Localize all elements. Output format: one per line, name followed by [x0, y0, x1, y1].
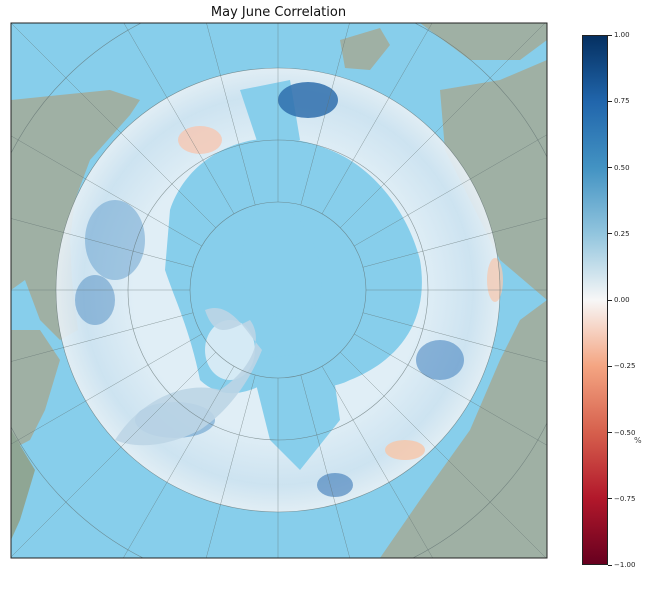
colorbar-tick: [608, 564, 612, 566]
colorbar-tick-label: −0.75: [614, 494, 636, 503]
colorbar-tick-label: 0.00: [614, 296, 630, 304]
meridian-line: [123, 23, 235, 214]
meridian-line: [340, 352, 547, 558]
colorbar-tick: [608, 498, 612, 500]
meridian-line: [362, 217, 547, 268]
meridian-line: [300, 374, 351, 558]
colorbar-tick-label: 0.50: [614, 163, 630, 172]
colorbar-tick: [608, 100, 612, 102]
colorbar-tick-label: −0.25: [614, 362, 636, 371]
meridian-line: [11, 135, 202, 247]
meridian-line: [300, 23, 350, 206]
colorbar-tick: [608, 167, 612, 168]
meridian-line: [321, 366, 434, 558]
meridian-line: [362, 312, 547, 363]
correlation-patches: [75, 82, 503, 497]
meridian-line: [11, 333, 202, 445]
meridian-line: [354, 333, 547, 446]
colorbar-label: %: [634, 436, 642, 445]
greenland: [115, 308, 262, 446]
map-frame: [10, 22, 548, 559]
colorbar-tick-label: 0.25: [614, 229, 630, 238]
colorbar-tick-label: −0.50: [614, 428, 636, 437]
meridian-line: [122, 366, 235, 558]
meridian-line: [206, 23, 256, 206]
meridian-line: [321, 23, 433, 214]
colorbar-tick-label: 0.75: [614, 97, 630, 106]
meridian-line: [11, 23, 216, 228]
meridian-line: [354, 134, 547, 247]
meridian-line: [11, 218, 194, 268]
colorbar-tick-label: 1.00: [614, 31, 630, 39]
meridian-line: [11, 352, 216, 558]
baffin-bay-mask: [241, 200, 322, 319]
colorbar-tick: [608, 432, 612, 433]
colorbar: [582, 35, 608, 565]
land-masses: [11, 23, 547, 558]
colorbar-tick: [608, 365, 612, 367]
meridian-line: [340, 23, 546, 228]
meridian-line: [205, 374, 256, 558]
colorbar-tick: [608, 233, 612, 235]
map-title: May June Correlation: [210, 5, 347, 20]
colorbar-tick-label: −1.00: [614, 561, 636, 569]
meridian-line: [11, 312, 194, 362]
colorbar-tick: [608, 34, 612, 36]
colorbar-tick: [608, 299, 612, 301]
